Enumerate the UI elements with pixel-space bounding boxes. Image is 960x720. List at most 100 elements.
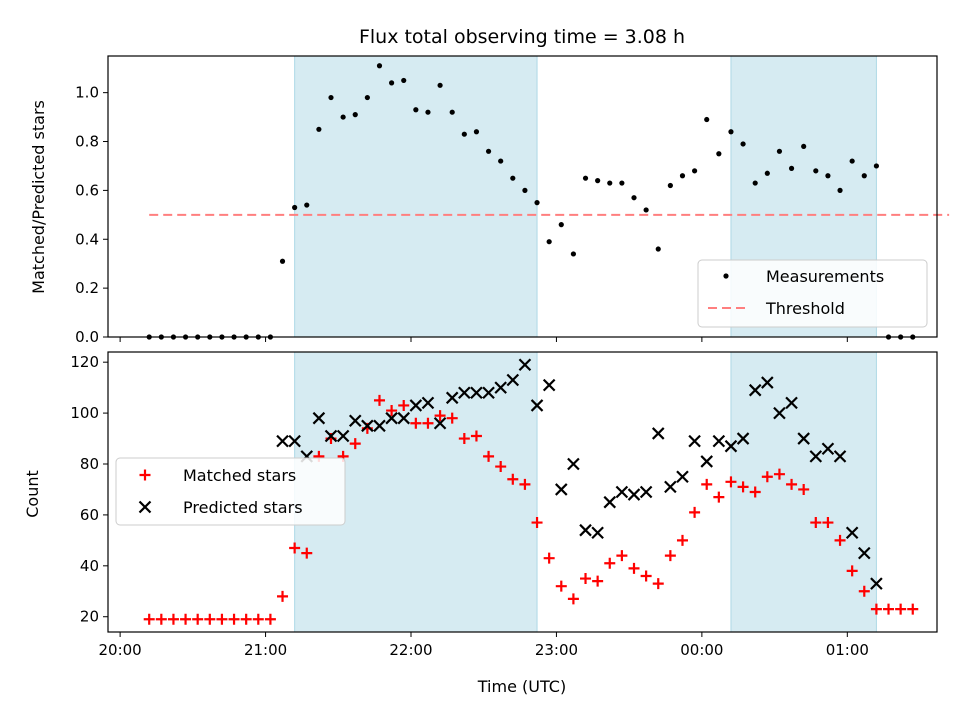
top-series-0	[146, 63, 916, 340]
bottom-series-1-point	[397, 411, 411, 425]
top-series-0-point	[389, 80, 395, 86]
top-y-tick-label: 1.0	[75, 84, 99, 102]
bottom-series-0-point	[434, 410, 446, 422]
bottom-series-0-point	[458, 433, 470, 445]
bottom-series-0-point	[907, 603, 919, 615]
bottom-series-1-point	[555, 483, 568, 496]
bottom-series-1-point	[530, 399, 544, 412]
top-series-0-point	[292, 204, 298, 211]
bottom-series-0-point	[216, 613, 228, 625]
bottom-series-0-point	[798, 483, 810, 495]
bottom-series-0-point	[192, 613, 204, 625]
bottom-series-1-point	[651, 427, 665, 440]
bottom-series-0-point	[858, 585, 870, 597]
top-series-0-point	[861, 173, 867, 179]
bottom-series-0-point	[640, 570, 652, 582]
bottom-series-0-point	[689, 506, 701, 518]
bottom-series-0-point	[204, 613, 216, 625]
bottom-series-0-point	[567, 593, 579, 605]
bottom-series-0-point	[628, 562, 640, 574]
top-series-0-point	[679, 173, 686, 179]
bottom-y-tick-label: 20	[80, 608, 99, 626]
bottom-legend: Matched stars Predicted stars	[115, 457, 346, 526]
top-series-0-point	[510, 175, 516, 181]
top-series-0-point	[813, 168, 819, 174]
bottom-series-1-point	[421, 396, 435, 410]
bottom-series-1-point	[736, 432, 750, 445]
top-series-0-point	[643, 207, 649, 213]
top-y-tick-label: 0.0	[75, 328, 99, 346]
bottom-series-0	[143, 394, 919, 625]
top-series-0-point	[704, 116, 710, 123]
bottom-series-0-point	[895, 603, 907, 615]
top-series-0-point	[401, 77, 407, 84]
bottom-series-1-point	[639, 485, 653, 499]
bottom-series-0-point	[289, 542, 301, 554]
top-series-0-point	[776, 148, 783, 154]
bottom-series-1-point	[870, 577, 883, 590]
bottom-series-0-point	[422, 417, 434, 429]
bottom-series-1-point	[312, 411, 326, 425]
bottom-series-1-point	[288, 434, 301, 448]
top-series-0-point	[473, 129, 480, 135]
bottom-series-0-point	[846, 565, 858, 577]
top-series-0-point	[595, 178, 601, 184]
bottom-series-1-point	[603, 495, 617, 509]
x-axis-label: Time (UTC)	[477, 677, 566, 696]
top-series-0-point	[631, 195, 637, 201]
bottom-series-1-point	[579, 523, 592, 537]
bottom-series-1	[276, 358, 883, 590]
bottom-y-tick-label: 80	[80, 455, 99, 473]
bottom-series-1-point	[409, 399, 423, 412]
bottom-series-0-point	[301, 547, 313, 559]
top-series-0-point	[437, 82, 443, 88]
bottom-series-0-point	[713, 491, 725, 503]
bottom-series-1-point	[785, 396, 798, 410]
legend-label-threshold: Threshold	[765, 299, 845, 318]
top-series-0-point	[498, 158, 504, 164]
bottom-series-1-point	[276, 434, 289, 448]
bottom-series-0-point	[446, 412, 458, 424]
bottom-y-tick-label: 120	[70, 353, 99, 371]
top-series-0-point	[825, 173, 831, 179]
bottom-series-1-point	[748, 383, 762, 397]
bottom-series-1-point	[373, 419, 386, 433]
top-legend-box	[697, 259, 928, 328]
legend-label-matched: Matched stars	[183, 466, 296, 485]
top-series-0-point	[692, 168, 698, 174]
top-series-0-point	[413, 107, 419, 113]
bottom-series-1-point	[773, 406, 786, 420]
bottom-series-1-point	[821, 442, 835, 456]
top-series-0-point	[522, 187, 528, 193]
bottom-series-0-point	[543, 552, 555, 564]
bottom-series-0-point	[580, 573, 592, 585]
top-y-tick-label: 0.8	[75, 133, 99, 151]
bottom-series-0-point	[143, 613, 155, 625]
legend-label-measurements: Measurements	[766, 267, 884, 286]
bottom-series-0-point	[228, 613, 240, 625]
bottom-y-tick-label: 100	[70, 404, 99, 422]
y-axis-label-top: Matched/Predicted stars	[29, 100, 48, 294]
top-series-0-point	[728, 129, 734, 135]
bottom-y-tick-label: 40	[80, 557, 99, 575]
bottom-series-0-point	[373, 394, 385, 406]
bottom-series-0-point	[664, 550, 676, 562]
bottom-series-1-point	[858, 546, 871, 560]
bottom-series-1-point	[761, 376, 774, 389]
top-y-tick-label: 0.4	[75, 230, 99, 248]
bottom-series-0-point	[810, 517, 822, 529]
bottom-plot-frame	[107, 351, 938, 633]
bottom-series-1-point	[385, 411, 398, 425]
top-series-0-point	[570, 251, 577, 257]
bottom-series-1-point	[688, 434, 701, 448]
bottom-series-0-point	[725, 476, 737, 488]
top-series-0-point	[752, 180, 758, 186]
bottom-series-0-point	[398, 399, 410, 411]
bottom-series-1-point	[361, 419, 374, 433]
top-series-0-point	[279, 258, 286, 264]
bottom-series-0-point	[676, 534, 688, 546]
bottom-series-0-point	[761, 471, 773, 483]
top-series-0-point	[667, 182, 673, 189]
bottom-series-0-point	[240, 613, 252, 625]
bottom-series-0-point	[495, 461, 507, 473]
